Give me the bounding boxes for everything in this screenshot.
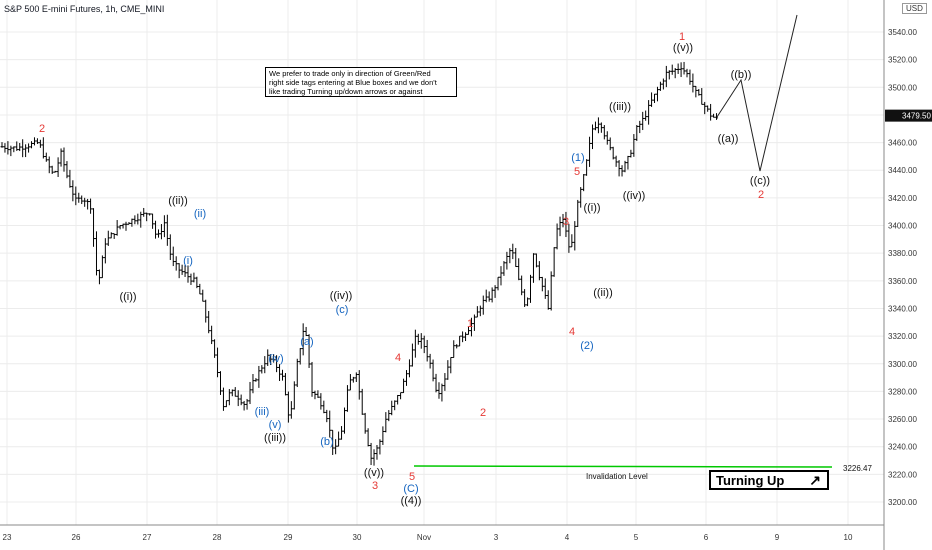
wave-label: ((v)) [364, 467, 384, 479]
wave-label: 2 [480, 407, 486, 419]
wave-label: 3 [372, 480, 378, 492]
wave-label: (iv) [268, 353, 283, 365]
strategy-note: We prefer to trade only in direction of … [265, 67, 457, 97]
wave-label: ((4)) [401, 495, 422, 507]
wave-label: ((iii)) [609, 101, 631, 113]
wave-label: 3 [563, 216, 569, 228]
wave-label: (b) [320, 436, 333, 448]
x-tick-label: 28 [213, 533, 222, 542]
x-tick-label: 9 [775, 533, 780, 542]
wave-label: ((c)) [750, 175, 770, 187]
y-tick-label: 3500.00 [888, 83, 917, 92]
invalidation-line [413, 465, 833, 468]
wave-label: (C) [403, 483, 418, 495]
wave-label: (i) [183, 255, 193, 267]
wave-label: 4 [569, 326, 575, 338]
x-tick-label: Nov [417, 533, 431, 542]
y-tick-label: 3260.00 [888, 415, 917, 424]
y-tick-label: 3360.00 [888, 277, 917, 286]
wave-label: 1 [679, 31, 685, 43]
up-right-arrow-icon: ↗ [809, 472, 821, 488]
wave-label: (a) [300, 336, 313, 348]
x-tick-label: 4 [565, 533, 570, 542]
wave-label: ((a)) [718, 133, 739, 145]
y-tick-label: 3520.00 [888, 56, 917, 65]
x-tick-label: 29 [284, 533, 293, 542]
x-tick-label: 30 [353, 533, 362, 542]
y-tick-label: 3280.00 [888, 387, 917, 396]
turning-up-box: Turning Up ↗ [709, 470, 829, 490]
x-tick-label: 3 [494, 533, 499, 542]
y-tick-label: 3540.00 [888, 28, 917, 37]
y-tick-label: 3220.00 [888, 470, 917, 479]
invalidation-value: 3226.47 [843, 464, 872, 473]
wave-label: ((iv)) [330, 290, 353, 302]
wave-label: ((v)) [673, 42, 693, 54]
wave-label: ((ii)) [168, 195, 188, 207]
note-line-2: right side tags entering at Blue boxes a… [269, 78, 437, 87]
wave-label: 4 [395, 352, 401, 364]
y-tick-label: 3340.00 [888, 304, 917, 313]
y-tick-label: 3380.00 [888, 249, 917, 258]
projection-path [716, 14, 798, 172]
note-line-3: like trading Turning up/down arrows or a… [269, 87, 423, 96]
last-price-tag [885, 109, 932, 122]
wave-label: ((iv)) [623, 190, 646, 202]
wave-label: 2 [39, 123, 45, 135]
x-tick-label: 10 [844, 533, 853, 542]
y-tick-label: 3200.00 [888, 498, 917, 507]
wave-label: (ii) [194, 208, 206, 220]
wave-label: 2 [758, 189, 764, 201]
wave-label: (v) [269, 419, 282, 431]
turning-up-label: Turning Up [716, 473, 785, 488]
chart-title: S&P 500 E-mini Futures, 1h, CME_MINI [4, 4, 165, 14]
x-tick-label: 6 [704, 533, 709, 542]
wave-label: (c) [336, 304, 349, 316]
wave-label: (2) [580, 340, 593, 352]
wave-label: (iii) [255, 406, 270, 418]
x-tick-label: 5 [634, 533, 639, 542]
y-tick-label: 3300.00 [888, 360, 917, 369]
y-tick-label: 3320.00 [888, 332, 917, 341]
wave-label: ((iii)) [264, 432, 286, 444]
wave-label: ((i)) [119, 291, 136, 303]
y-tick-label: 3400.00 [888, 222, 917, 231]
x-tick-label: 27 [143, 533, 152, 542]
wave-label: 1 [467, 318, 473, 330]
wave-label: 5 [409, 471, 415, 483]
y-tick-label: 3420.00 [888, 194, 917, 203]
x-tick-label: 23 [3, 533, 12, 542]
wave-label: ((ii)) [593, 287, 613, 299]
wave-label: 5 [574, 166, 580, 178]
last-price-label: 3479.50 [902, 112, 931, 121]
currency-badge[interactable]: USD [902, 3, 927, 14]
y-tick-label: 3240.00 [888, 443, 917, 452]
y-tick-label: 3460.00 [888, 139, 917, 148]
y-tick-label: 3440.00 [888, 166, 917, 175]
wave-label: ((b)) [731, 69, 752, 81]
note-line-1: We prefer to trade only in direction of … [269, 69, 431, 78]
invalidation-label: Invalidation Level [586, 472, 648, 481]
wave-label: ((i)) [583, 202, 600, 214]
x-tick-label: 26 [72, 533, 81, 542]
wave-label: (1) [571, 152, 584, 164]
